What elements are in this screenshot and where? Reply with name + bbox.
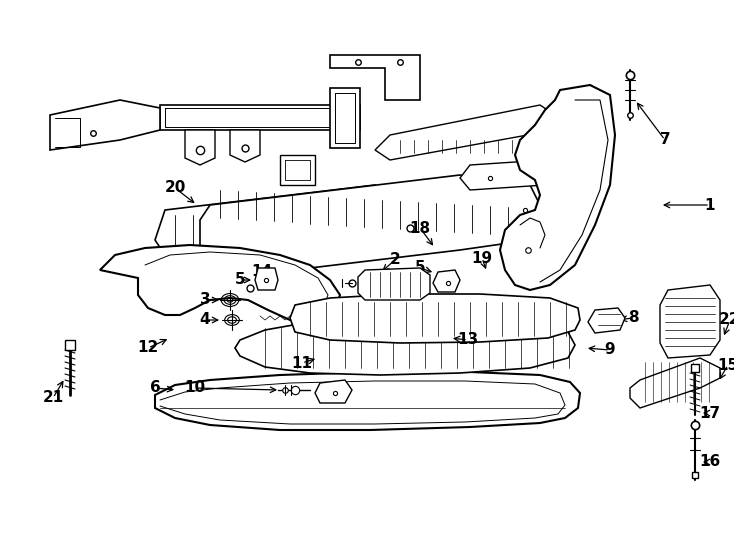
- Text: 1: 1: [705, 198, 715, 213]
- Text: 9: 9: [605, 342, 615, 357]
- Polygon shape: [100, 245, 340, 323]
- Text: 10: 10: [184, 381, 206, 395]
- Polygon shape: [330, 88, 360, 148]
- Polygon shape: [280, 155, 315, 185]
- Text: 15: 15: [717, 357, 734, 373]
- Polygon shape: [185, 130, 215, 165]
- Text: 4: 4: [200, 313, 211, 327]
- Polygon shape: [155, 185, 385, 255]
- Text: 20: 20: [164, 180, 186, 195]
- Polygon shape: [50, 100, 160, 150]
- Polygon shape: [230, 130, 260, 162]
- Text: 19: 19: [471, 251, 493, 266]
- Polygon shape: [315, 380, 352, 403]
- Polygon shape: [460, 160, 555, 190]
- Polygon shape: [290, 294, 580, 343]
- Text: 5: 5: [415, 260, 425, 275]
- Text: 21: 21: [43, 390, 64, 406]
- Polygon shape: [358, 268, 430, 300]
- Polygon shape: [375, 105, 555, 160]
- Text: 2: 2: [390, 253, 400, 267]
- Text: 8: 8: [628, 310, 639, 326]
- Polygon shape: [255, 268, 278, 290]
- Text: 12: 12: [137, 341, 159, 355]
- Polygon shape: [160, 105, 360, 130]
- Text: 11: 11: [291, 355, 313, 370]
- Text: 14: 14: [252, 265, 272, 280]
- Text: 22: 22: [719, 313, 734, 327]
- Polygon shape: [330, 55, 420, 100]
- Polygon shape: [200, 175, 540, 280]
- Text: 3: 3: [200, 293, 211, 307]
- Text: 13: 13: [457, 333, 479, 348]
- Polygon shape: [433, 270, 460, 292]
- Polygon shape: [155, 372, 580, 430]
- Text: 18: 18: [410, 220, 431, 235]
- Text: 5: 5: [235, 273, 245, 287]
- Polygon shape: [660, 285, 720, 358]
- Text: 17: 17: [700, 406, 721, 421]
- Text: 6: 6: [150, 381, 160, 395]
- Polygon shape: [630, 358, 720, 408]
- Polygon shape: [588, 308, 625, 333]
- Text: 7: 7: [660, 132, 670, 147]
- Text: 16: 16: [700, 455, 721, 469]
- Polygon shape: [235, 318, 575, 375]
- Polygon shape: [500, 85, 615, 290]
